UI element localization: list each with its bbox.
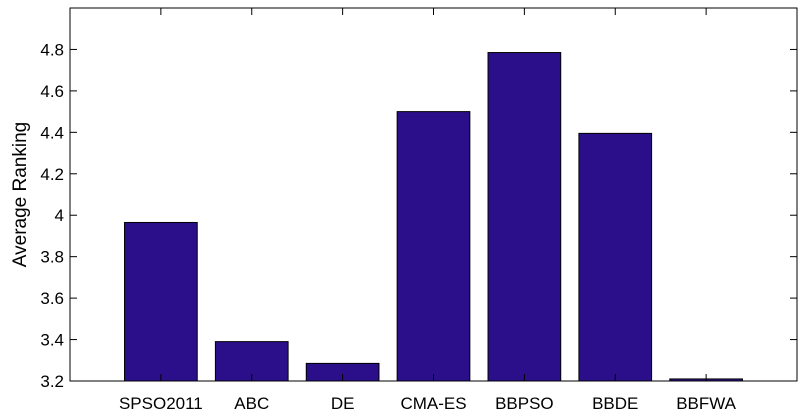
y-tick-label: 4.6 — [40, 82, 64, 101]
y-tick-label: 4.2 — [40, 165, 64, 184]
y-axis-label: Average Ranking — [10, 122, 31, 267]
bar-bbde — [578, 132, 653, 382]
y-tick-label: 3.2 — [40, 372, 64, 391]
y-tick-label: 3.4 — [40, 331, 64, 350]
x-tick-label: SPSO2011 — [119, 394, 203, 413]
x-tick-label: BBFWA — [676, 394, 736, 413]
y-tick-label: 4.8 — [40, 40, 64, 59]
bars-group — [124, 52, 743, 382]
bar-cma-es — [396, 111, 471, 382]
y-tick-label: 3.6 — [40, 289, 64, 308]
x-tick-label: ABC — [234, 394, 269, 413]
y-tick-label: 3.8 — [40, 248, 64, 267]
bar-spso2011 — [124, 221, 198, 382]
x-tick-label: CMA-ES — [400, 394, 466, 413]
y-axis-ticks: 3.2 3.4 3.6 3.8 4 4.2 4.4 4.6 4.8 — [40, 40, 797, 391]
x-tick-label: DE — [331, 394, 355, 413]
x-tick-label: BBDE — [592, 394, 638, 413]
bar-bbpso — [487, 52, 562, 382]
x-axis-ticks: SPSO2011 ABC DE CMA-ES BBPSO BBDE BBFWA — [119, 8, 737, 413]
y-tick-label: 4.4 — [40, 123, 64, 142]
y-tick-label: 4 — [55, 206, 64, 225]
x-tick-label: BBPSO — [495, 394, 554, 413]
